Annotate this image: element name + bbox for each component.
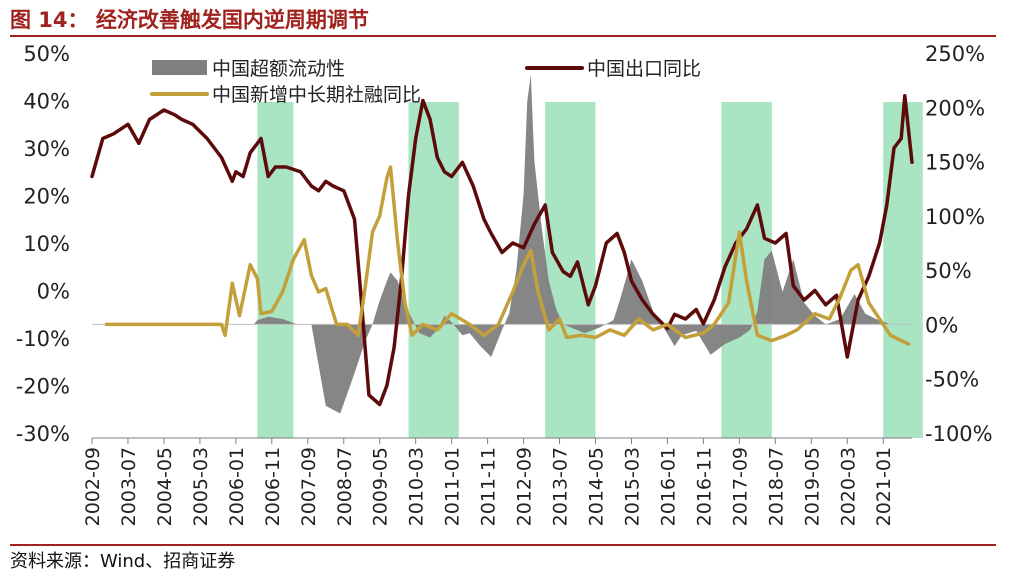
title-rule bbox=[10, 35, 996, 37]
shade-period-4 bbox=[883, 102, 923, 438]
left-tick-label: 10% bbox=[23, 232, 70, 256]
left-tick-label: 20% bbox=[23, 185, 70, 209]
x-axis-ticks: 2002-09 2003-07 2004-05 2005-03 2006-01 2006-… bbox=[82, 438, 895, 526]
x-tick-label: 2008-07 bbox=[334, 447, 356, 526]
left-tick-label: -10% bbox=[16, 327, 70, 351]
x-tick-label: 2018-07 bbox=[765, 447, 787, 526]
series-liquidity-area bbox=[92, 74, 909, 414]
x-tick-label: 2006-11 bbox=[262, 447, 284, 526]
x-tick-label: 2012-09 bbox=[514, 447, 536, 526]
right-tick-label: 0% bbox=[925, 313, 958, 337]
right-tick-label: 200% bbox=[925, 96, 985, 120]
legend-label: 中国超额流动性 bbox=[212, 58, 345, 80]
legend-label: 中国出口同比 bbox=[587, 58, 701, 80]
left-tick-label: 50% bbox=[23, 42, 70, 66]
left-tick-label: 30% bbox=[23, 137, 70, 161]
left-tick-label: -30% bbox=[16, 422, 70, 446]
line-group bbox=[90, 94, 914, 407]
right-tick-label: 50% bbox=[925, 259, 972, 283]
x-tick-label: 2016-01 bbox=[657, 447, 679, 526]
right-tick-label: -100% bbox=[925, 422, 993, 446]
series-export-line bbox=[90, 94, 914, 407]
left-tick-label: 0% bbox=[37, 280, 70, 304]
liquidity-area-group bbox=[92, 74, 909, 414]
x-tick-label: 2004-05 bbox=[154, 447, 176, 526]
x-tick-label: 2006-01 bbox=[226, 447, 248, 526]
x-tick-label: 2003-07 bbox=[118, 447, 140, 526]
shade-period-2 bbox=[545, 102, 596, 438]
x-tick-label: 2002-09 bbox=[82, 447, 104, 526]
x-tick-label: 2009-05 bbox=[370, 447, 392, 526]
figure-title: 图 14： 经济改善触发国内逆周期调节 bbox=[10, 8, 369, 32]
right-tick-label: -50% bbox=[925, 368, 979, 392]
right-axis-ticks: 250% 200% 150% 100% 50% 0% -50% -100% bbox=[925, 42, 993, 446]
x-tick-label: 2020-03 bbox=[837, 447, 859, 526]
right-tick-label: 250% bbox=[925, 42, 985, 66]
x-tick-label: 2011-01 bbox=[442, 447, 464, 526]
legend-label: 中国新增中长期社融同比 bbox=[212, 84, 421, 106]
x-tick-label: 2011-11 bbox=[478, 447, 500, 526]
x-tick-label: 2007-09 bbox=[298, 447, 320, 526]
x-tick-label: 2019-05 bbox=[801, 447, 823, 526]
right-tick-label: 100% bbox=[925, 205, 985, 229]
left-axis-ticks: 50% 40% 30% 20% 10% 0% -10% -20% -30% bbox=[16, 42, 70, 446]
left-tick-label: -20% bbox=[16, 375, 70, 399]
source-rule bbox=[10, 544, 996, 546]
x-tick-label: 2016-11 bbox=[693, 447, 715, 526]
x-tick-label: 2005-03 bbox=[190, 447, 212, 526]
x-tick-label: 2015-03 bbox=[622, 447, 644, 526]
source-note: 资料来源：Wind、招商证券 bbox=[10, 551, 236, 572]
x-tick-label: 2010-03 bbox=[406, 447, 428, 526]
series-tsf-line bbox=[104, 165, 911, 346]
right-tick-label: 150% bbox=[925, 151, 985, 175]
x-tick-label: 2017-09 bbox=[729, 447, 751, 526]
x-tick-label: 2013-07 bbox=[550, 447, 572, 526]
x-tick-label: 2014-05 bbox=[586, 447, 608, 526]
x-tick-label: 2021-01 bbox=[873, 447, 895, 526]
left-tick-label: 40% bbox=[23, 90, 70, 114]
legend-swatch-liquidity bbox=[152, 60, 207, 75]
shade-period-1 bbox=[408, 102, 459, 438]
